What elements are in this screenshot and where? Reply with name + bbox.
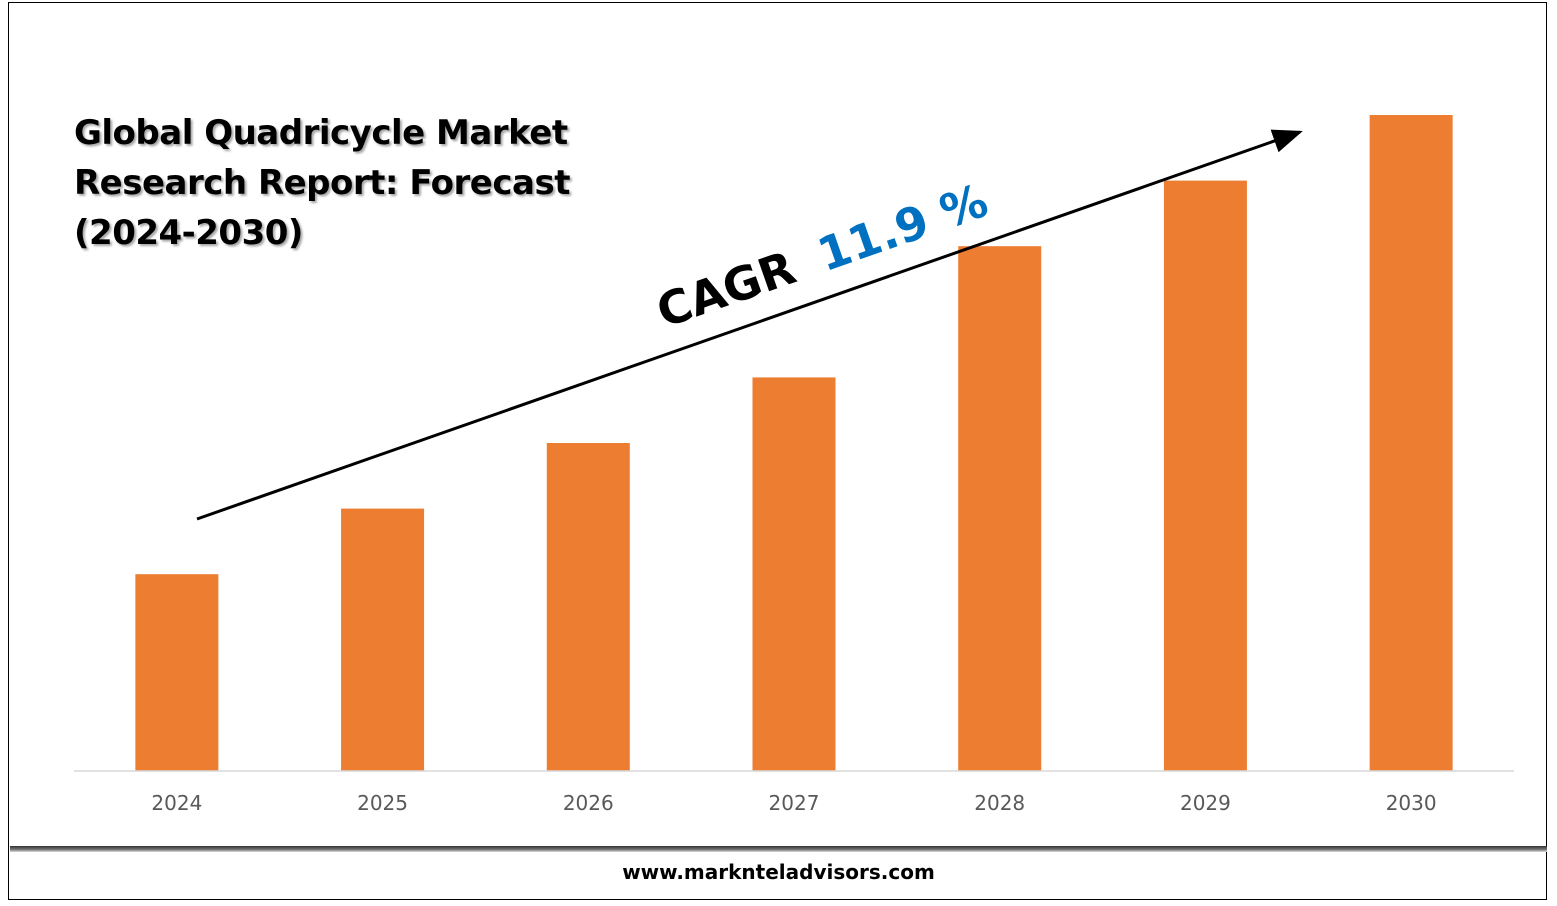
cagr-prefix: CAGR (650, 240, 802, 338)
x-tick-label-2025: 2025 (357, 791, 408, 815)
x-tick-label-2030: 2030 (1386, 791, 1437, 815)
bar-2029 (1163, 180, 1247, 772)
bar-2025 (341, 508, 425, 771)
footer-divider (10, 846, 1547, 852)
chart-title-line-2: Research Report: Forecast (74, 163, 570, 203)
bar-2024 (135, 574, 219, 771)
x-tick-label-2027: 2027 (769, 791, 820, 815)
x-tick-label-2024: 2024 (151, 791, 202, 815)
cagr-annotation: CAGR 11.9 % (650, 173, 995, 338)
x-tick-label-2029: 2029 (1180, 791, 1231, 815)
bar-2027 (752, 377, 836, 771)
bars-group (135, 115, 1453, 772)
x-tick-labels: 2024 2025 2026 2027 2028 2029 2030 (151, 791, 1436, 815)
bar-2026 (546, 443, 630, 771)
footer-url: www.marknteladvisors.com (622, 860, 935, 884)
bar-2030 (1369, 115, 1453, 771)
x-tick-label-2028: 2028 (974, 791, 1025, 815)
chart-title: Global Quadricycle Market Research Repor… (74, 108, 594, 258)
x-tick-label-2026: 2026 (563, 791, 614, 815)
chart-title-line-3: (2024-2030) (74, 213, 303, 253)
trend-arrow (196, 129, 1303, 521)
chart-title-line-1: Global Quadricycle Market (74, 113, 568, 153)
bar-2028 (958, 246, 1042, 771)
